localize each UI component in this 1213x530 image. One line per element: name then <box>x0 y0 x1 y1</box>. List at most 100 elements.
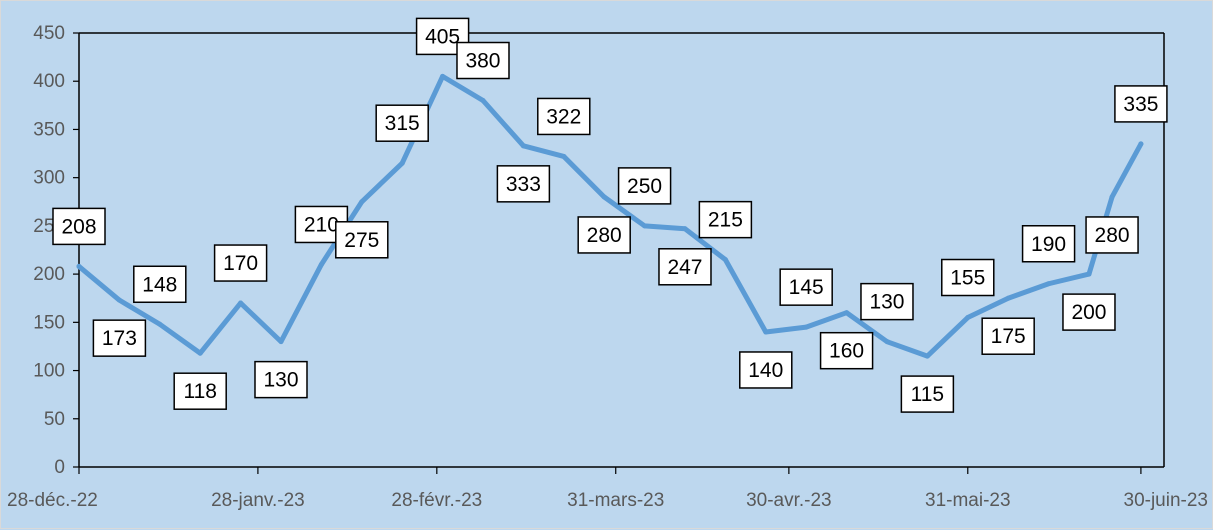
data-label-box <box>981 317 1035 355</box>
data-label-text: 322 <box>546 105 581 128</box>
y-tick-label: 400 <box>33 71 65 92</box>
data-label: 145 <box>779 268 833 306</box>
data-label: 160 <box>819 331 874 370</box>
data-point <box>642 223 648 229</box>
data-label: 155 <box>941 258 995 297</box>
data-label-box <box>537 97 591 136</box>
x-tick-label: 31-mai-23 <box>925 490 1011 511</box>
data-point <box>1005 295 1011 301</box>
data-label-box <box>819 331 874 370</box>
data-label-box <box>617 167 672 205</box>
data-point <box>399 160 405 166</box>
data-label-text: 250 <box>627 175 662 198</box>
data-point <box>197 350 203 356</box>
data-label-box <box>335 221 389 259</box>
data-label-box <box>860 282 914 321</box>
data-label-text: 280 <box>1095 224 1130 247</box>
data-label-text: 215 <box>708 209 743 232</box>
data-label-box <box>1021 225 1076 263</box>
data-label-text: 380 <box>465 50 500 73</box>
y-tick-label: 100 <box>33 361 65 382</box>
data-label-box <box>52 207 106 246</box>
data-label-box <box>658 248 712 286</box>
data-label-box <box>456 41 510 80</box>
data-label: 208 <box>52 207 106 246</box>
data-label-text: 175 <box>991 325 1026 348</box>
x-tick-label: 30-avr.-23 <box>746 490 832 511</box>
data-label: 148 <box>133 265 187 304</box>
data-label-text: 118 <box>183 380 216 403</box>
y-tick-label: 300 <box>33 168 65 189</box>
data-label: 175 <box>981 317 1035 355</box>
y-tick-label: 200 <box>33 264 65 285</box>
data-label: 115 <box>900 375 955 413</box>
data-point <box>520 143 526 149</box>
data-label-text: 173 <box>102 327 137 350</box>
data-label: 280 <box>1085 216 1139 254</box>
data-label: 130 <box>860 282 914 321</box>
x-tick-label: 28-déc.-22 <box>7 490 98 511</box>
data-label: 118 <box>173 372 227 410</box>
data-label-text: 115 <box>911 383 944 406</box>
data-label-text: 155 <box>950 267 985 290</box>
data-label-text: 275 <box>344 229 379 252</box>
data-label-box <box>133 265 187 304</box>
x-tick-label: 31-mars-23 <box>567 490 664 511</box>
data-point <box>318 261 324 267</box>
data-label-text: 140 <box>748 359 783 382</box>
data-label-text: 247 <box>667 256 702 279</box>
data-label: 170 <box>213 244 268 282</box>
data-label-box <box>496 165 551 203</box>
data-point <box>884 339 890 345</box>
data-label-box <box>173 372 227 410</box>
data-label-text: 190 <box>1031 233 1066 256</box>
data-label-box <box>375 104 429 142</box>
data-point <box>1046 281 1052 287</box>
x-tick-label: 30-juin-23 <box>1124 490 1209 511</box>
data-label-box <box>779 268 833 306</box>
data-label: 173 <box>92 319 147 357</box>
data-point <box>601 194 607 200</box>
data-label-box <box>213 244 268 282</box>
x-tick-label: 28-janv.-23 <box>211 490 305 511</box>
data-label: 275 <box>335 221 389 259</box>
data-label: 333 <box>496 165 551 203</box>
data-label: 140 <box>739 351 793 389</box>
data-label-text: 315 <box>385 112 420 135</box>
data-point <box>763 329 769 335</box>
data-label-box <box>577 216 631 254</box>
data-point <box>480 98 486 104</box>
data-label-box <box>1062 293 1116 331</box>
data-label-text: 130 <box>263 369 298 392</box>
data-label-box <box>1114 85 1168 123</box>
data-point <box>359 199 365 205</box>
data-label-box <box>941 258 995 297</box>
y-tick-label: 350 <box>33 119 65 140</box>
data-point <box>440 73 446 79</box>
y-tick-label: 50 <box>44 409 65 430</box>
data-label-box <box>92 319 147 357</box>
data-point <box>1109 194 1115 200</box>
data-point <box>682 226 688 232</box>
data-label-text: 280 <box>587 224 622 247</box>
data-label-text: 148 <box>142 273 177 296</box>
data-label-text: 210 <box>304 213 339 236</box>
x-tick-label: 28-févr.-23 <box>391 490 482 511</box>
data-label: 335 <box>1114 85 1168 123</box>
data-label-text: 200 <box>1071 301 1106 324</box>
data-point <box>1138 141 1144 147</box>
data-label-box <box>739 351 793 389</box>
data-point <box>157 321 163 327</box>
data-label: 315 <box>375 104 429 142</box>
data-point <box>924 353 930 359</box>
data-label-text: 130 <box>869 291 904 314</box>
data-point <box>722 257 728 263</box>
data-label: 322 <box>537 97 591 136</box>
data-label-text: 160 <box>829 340 864 363</box>
data-point <box>803 324 809 330</box>
data-label-text: 208 <box>61 215 96 238</box>
y-tick-label: 450 <box>33 23 65 44</box>
data-label-box <box>698 200 753 239</box>
data-label: 405 <box>415 17 470 56</box>
